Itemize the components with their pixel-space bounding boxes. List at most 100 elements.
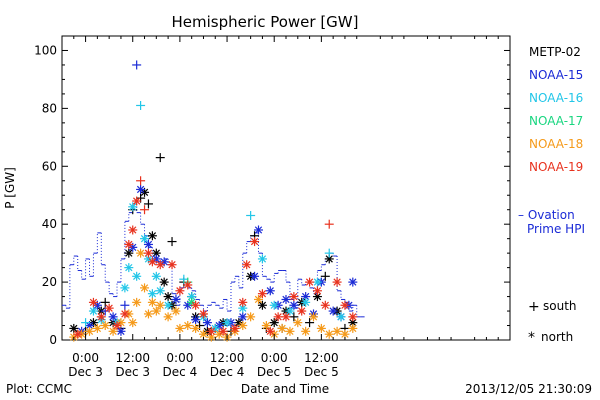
data-point-north [155,286,165,296]
mark-stroke [125,249,133,257]
data-point-north [140,187,150,197]
data-point-north [273,312,283,322]
data-point-north [100,321,110,331]
x-tick-date: Dec 4 [163,365,198,379]
x-tick-time: 12:00 [115,351,150,365]
data-point-north [285,326,295,336]
mark-stroke [164,313,172,321]
data-point-north [104,303,114,313]
data-point-north [136,248,146,258]
mark-stroke [349,324,357,333]
data-point-north [124,248,134,258]
mark-stroke [199,310,208,318]
mark-stroke [144,255,153,263]
mark-stroke [172,307,180,315]
mark-stroke [184,301,192,309]
y-tick-label: 60 [42,159,57,173]
data-point-north [320,300,330,310]
mark-stroke [184,281,192,289]
mark-stroke [74,330,82,338]
data-point-south [81,318,91,328]
data-point-north [120,309,130,319]
mark-stroke [309,313,318,321]
mark-stroke [93,301,102,309]
plot-frame [61,35,511,341]
data-point-north [269,318,279,328]
mark-stroke [298,307,306,315]
data-point-south [143,199,153,209]
mark-stroke [164,292,172,301]
data-point-north [277,323,287,333]
data-point-north [250,237,260,247]
x-tick-time: 0:00 [261,351,288,365]
mark-stroke [133,197,141,205]
mark-stroke [341,330,349,338]
north-symbol: * [528,330,535,346]
mark-stroke [239,298,247,307]
data-point-north [257,289,267,299]
data-point-north [143,309,153,319]
data-point-north [269,300,279,310]
mark-stroke [101,321,109,330]
mark-stroke [191,301,200,309]
data-point-north [214,321,224,331]
data-point-north [301,297,311,307]
data-point-north [253,294,263,304]
data-point-north [238,297,248,307]
y-axis-label: P [GW] [3,167,17,209]
data-point-south [155,153,165,163]
x-tick-time: 12:00 [210,351,245,365]
mark-stroke [129,243,137,252]
mark-stroke [133,272,141,280]
mark-stroke [144,310,153,318]
mark-stroke [176,324,184,333]
x-axis-label: Date and Time [241,382,329,396]
data-point-north [163,312,173,322]
x-tick-date: Dec 3 [68,365,103,379]
mark-stroke [203,318,212,327]
mark-stroke [286,327,294,335]
ovation-layer [62,203,365,318]
mark-stroke [184,321,192,330]
data-point-north [151,271,161,281]
data-point-north [340,300,350,310]
data-point-north [222,318,232,328]
mark-stroke [140,188,149,197]
data-point-north [230,323,240,333]
mark-stroke [231,324,239,333]
mark-stroke [329,307,337,315]
mark-stroke [140,235,149,243]
mark-stroke [133,298,141,307]
mark-stroke [235,318,243,327]
data-point-north [159,277,169,287]
mark-stroke [144,249,153,257]
mark-stroke [136,185,145,194]
data-point-north [140,234,150,244]
mark-stroke [325,255,333,263]
data-point-north [257,254,267,264]
mark-stroke [325,330,333,338]
marker-legend-south: + south [528,299,577,315]
mark-stroke [258,290,267,298]
mark-stroke [160,258,168,266]
mark-stroke [117,327,125,335]
mark-stroke [349,318,357,327]
ovation-legend-line1: – Ovation [518,208,575,222]
chart-title: Hemispheric Power [GW] [172,13,359,31]
data-point-north [143,239,153,249]
data-point-north [147,297,157,307]
mark-stroke [239,313,247,321]
mark-stroke [294,318,302,327]
data-point-north [163,300,173,310]
mark-stroke [109,327,117,335]
data-point-north [198,309,208,319]
data-point-north [261,321,271,331]
data-point-north [112,321,122,331]
mark-stroke [333,278,341,286]
data-point-north [281,312,291,322]
mark-stroke [152,307,160,315]
data-point-north [151,306,161,316]
mark-stroke [85,321,94,330]
mark-stroke [215,330,223,338]
x-tick-date: Dec 5 [257,365,292,379]
